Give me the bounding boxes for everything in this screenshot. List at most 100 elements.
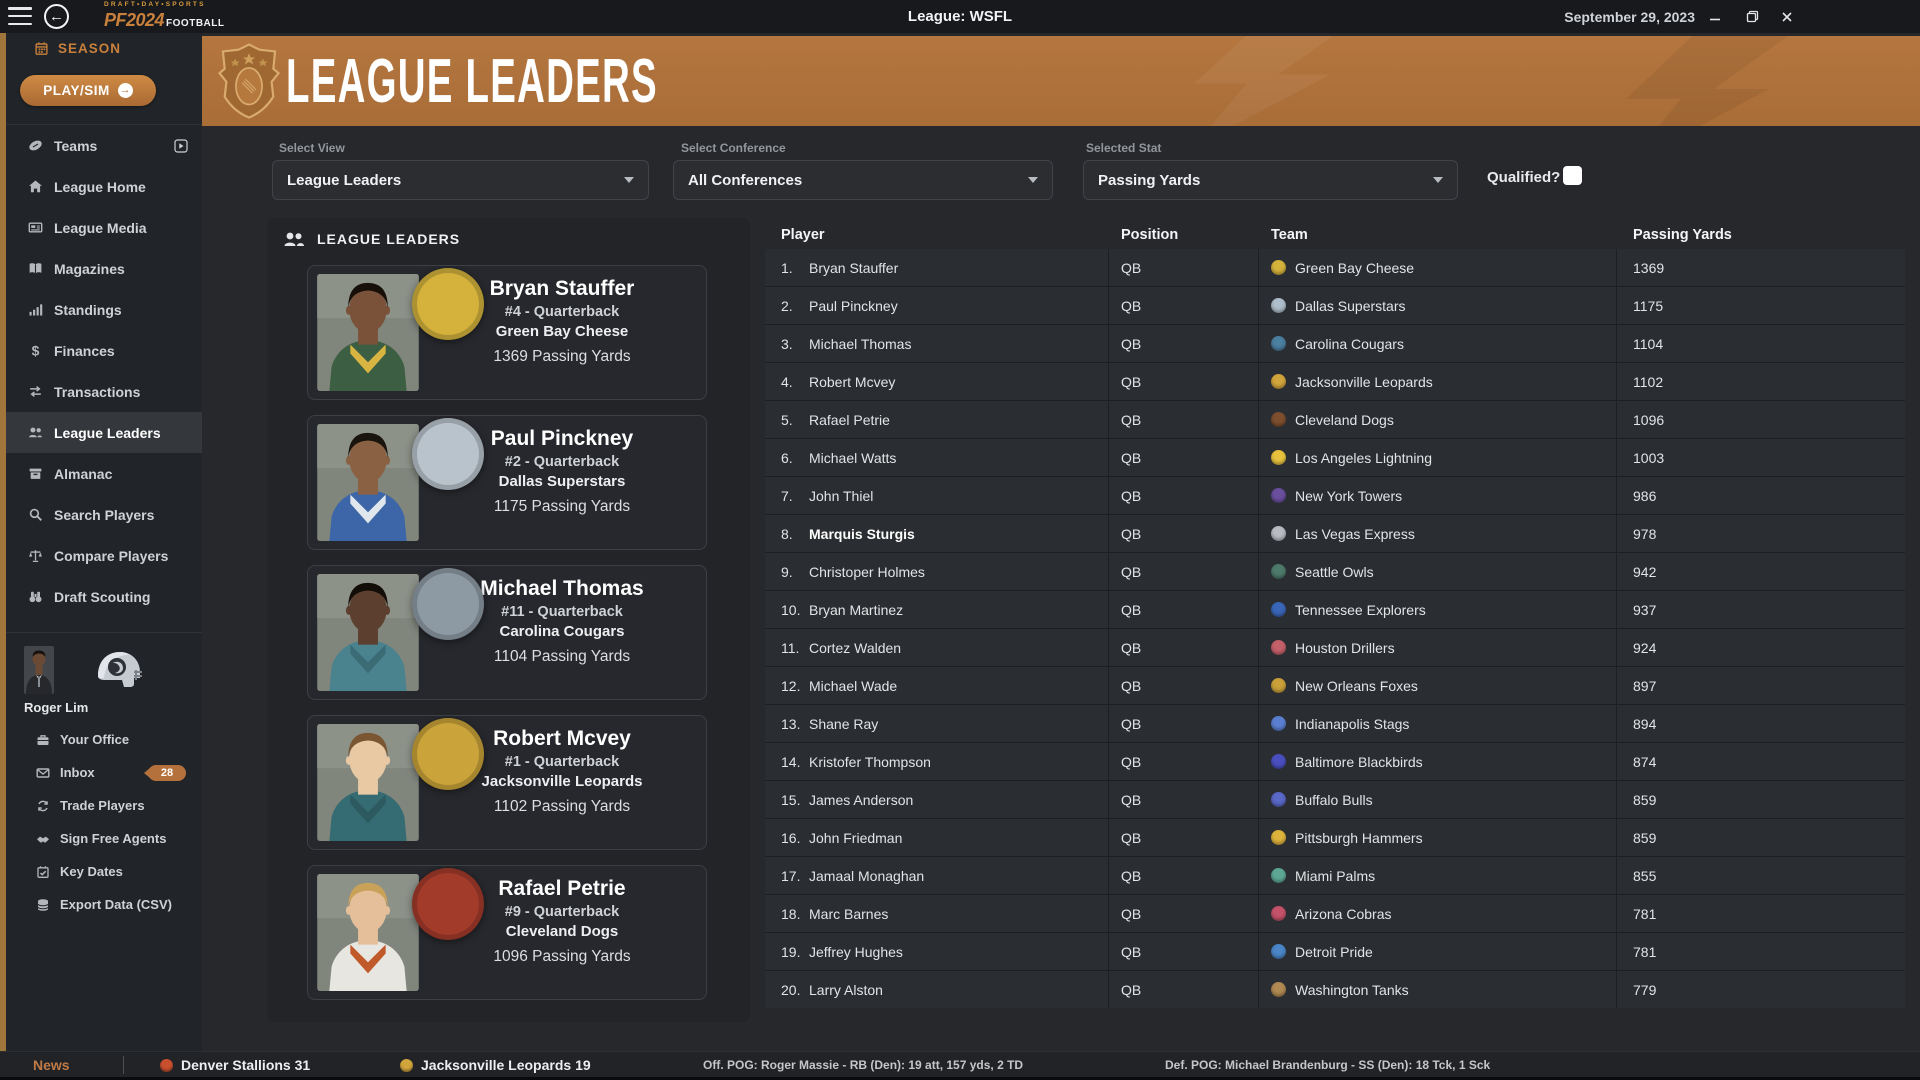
sidebar-item-almanac[interactable]: Almanac xyxy=(6,453,202,494)
conference-dropdown[interactable]: All Conferences xyxy=(673,160,1053,200)
leader-card[interactable]: Paul Pinckney #2 - Quarterback Dallas Su… xyxy=(307,415,707,550)
score-text: Denver Stallions 31 xyxy=(181,1057,311,1073)
scale-icon xyxy=(28,548,43,563)
leader-card[interactable]: Michael Thomas #11 - Quarterback Carolin… xyxy=(307,565,707,700)
table-row[interactable]: 20. Larry Alston QB Washington Tanks 779 xyxy=(765,971,1905,1008)
score-item[interactable]: Jacksonville Leopards 19 xyxy=(400,1052,591,1078)
user-avatar[interactable] xyxy=(24,646,54,694)
team-icon xyxy=(1271,830,1286,845)
table-row[interactable]: 11. Cortez Walden QB Houston Drillers 92… xyxy=(765,629,1905,666)
player-rank: 2. xyxy=(781,297,793,314)
sidebar-item-your-office[interactable]: Your Office xyxy=(6,723,202,756)
table-row[interactable]: 3. Michael Thomas QB Carolina Cougars 11… xyxy=(765,325,1905,362)
sidebar-item-export-data[interactable]: Export Data (CSV) xyxy=(6,888,202,921)
table-row[interactable]: 5. Rafael Petrie QB Cleveland Dogs 1096 xyxy=(765,401,1905,438)
back-button[interactable]: ← xyxy=(44,4,69,29)
restore-button[interactable] xyxy=(1737,0,1767,33)
player-team: Dallas Superstars xyxy=(498,473,626,490)
player-rank: 18. xyxy=(781,905,801,922)
leaders-table: Player Position Team Passing Yards 1. Br… xyxy=(765,222,1905,1008)
season-section-label: SEASON xyxy=(34,41,121,56)
sidebar-divider xyxy=(6,632,202,633)
score-item[interactable]: Denver Stallions 31 xyxy=(160,1052,310,1078)
table-row[interactable]: 7. John Thiel QB New York Towers 986 xyxy=(765,477,1905,514)
table-row[interactable]: 8. Marquis Sturgis QB Las Vegas Express … xyxy=(765,515,1905,552)
column-header-position[interactable]: Position xyxy=(1121,227,1179,243)
player-stat: 1096 Passing Yards xyxy=(493,948,631,965)
stat-dropdown[interactable]: Passing Yards xyxy=(1083,160,1458,200)
column-header-player[interactable]: Player xyxy=(781,227,825,243)
qualified-label: Qualified? xyxy=(1487,169,1561,186)
sidebar-item-teams[interactable]: Teams xyxy=(6,125,202,166)
sidebar-item-label: Key Dates xyxy=(60,864,123,879)
team-logo xyxy=(412,268,484,340)
table-row[interactable]: 15. James Anderson QB Buffalo Bulls 859 xyxy=(765,781,1905,818)
team-name: Arizona Cobras xyxy=(1295,905,1392,922)
sidebar-item-key-dates[interactable]: Key Dates xyxy=(6,855,202,888)
sidebar-item-trade-players[interactable]: Trade Players xyxy=(6,789,202,822)
sidebar-item-league-leaders[interactable]: League Leaders xyxy=(6,412,202,453)
close-button[interactable] xyxy=(1772,0,1802,33)
player-rank: 7. xyxy=(781,487,793,504)
sidebar-item-draft-scouting[interactable]: Draft Scouting xyxy=(6,576,202,617)
team-name: Miami Palms xyxy=(1295,867,1376,884)
table-row[interactable]: 9. Christoper Holmes QB Seattle Owls 942 xyxy=(765,553,1905,590)
sidebar-item-league-media[interactable]: League Media xyxy=(6,207,202,248)
table-row[interactable]: 10. Bryan Martinez QB Tennessee Explorer… xyxy=(765,591,1905,628)
team-name: Carolina Cougars xyxy=(1295,335,1404,352)
table-row[interactable]: 2. Paul Pinckney QB Dallas Superstars 11… xyxy=(765,287,1905,324)
player-stat: 1102 Passing Yards xyxy=(493,798,631,815)
view-dropdown[interactable]: League Leaders xyxy=(272,160,649,200)
table-row[interactable]: 14. Kristofer Thompson QB Baltimore Blac… xyxy=(765,743,1905,780)
sidebar-item-finances[interactable]: $ Finances xyxy=(6,330,202,371)
sidebar-item-label: Transactions xyxy=(54,383,141,400)
leader-card[interactable]: Robert Mcvey #1 - Quarterback Jacksonvil… xyxy=(307,715,707,850)
team-logo xyxy=(412,568,484,640)
hamburger-menu-icon[interactable] xyxy=(8,7,32,25)
chevron-down-icon xyxy=(1028,177,1038,183)
stat-value: 781 xyxy=(1617,895,1905,932)
stat-value: 781 xyxy=(1617,933,1905,970)
sidebar-item-league-home[interactable]: League Home xyxy=(6,166,202,207)
office-menu: Your Office Inbox 28 Trade Players Sign … xyxy=(6,723,202,921)
qualified-checkbox[interactable] xyxy=(1563,166,1582,185)
team-icon xyxy=(1271,450,1286,465)
bar-chart-icon xyxy=(28,302,43,317)
sidebar-item-sign-free-agents[interactable]: Sign Free Agents xyxy=(6,822,202,855)
table-row[interactable]: 6. Michael Watts QB Los Angeles Lightnin… xyxy=(765,439,1905,476)
minimize-button[interactable] xyxy=(1700,0,1730,33)
column-header-stat[interactable]: Passing Yards xyxy=(1633,227,1732,243)
player-rank: 13. xyxy=(781,715,801,732)
player-name: Bryan Stauffer xyxy=(809,259,899,276)
play-sim-button[interactable]: PLAY/SIM → xyxy=(20,75,156,106)
sidebar-item-search-players[interactable]: Search Players xyxy=(6,494,202,535)
leader-card[interactable]: Rafael Petrie #9 - Quarterback Cleveland… xyxy=(307,865,707,1000)
panel-title: LEAGUE LEADERS xyxy=(317,231,461,247)
table-row[interactable]: 17. Jamaal Monaghan QB Miami Palms 855 xyxy=(765,857,1905,894)
team-name: Baltimore Blackbirds xyxy=(1295,753,1423,770)
sidebar-item-inbox[interactable]: Inbox 28 xyxy=(6,756,202,789)
leader-card[interactable]: Bryan Stauffer #4 - Quarterback Green Ba… xyxy=(307,265,707,400)
people-icon xyxy=(283,230,305,248)
table-row[interactable]: 19. Jeffrey Hughes QB Detroit Pride 781 xyxy=(765,933,1905,970)
table-row[interactable]: 4. Robert Mcvey QB Jacksonville Leopards… xyxy=(765,363,1905,400)
table-row[interactable]: 18. Marc Barnes QB Arizona Cobras 781 xyxy=(765,895,1905,932)
player-name: Robert Mcvey xyxy=(493,727,631,750)
sidebar-item-standings[interactable]: Standings xyxy=(6,289,202,330)
table-row[interactable]: 16. John Friedman QB Pittsburgh Hammers … xyxy=(765,819,1905,856)
sidebar-item-magazines[interactable]: Magazines xyxy=(6,248,202,289)
sidebar-item-transactions[interactable]: Transactions xyxy=(6,371,202,412)
player-name: Paul Pinckney xyxy=(490,427,634,450)
player-name: John Friedman xyxy=(809,829,903,846)
sidebar-item-compare-players[interactable]: Compare Players xyxy=(6,535,202,576)
table-row[interactable]: 12. Michael Wade QB New Orleans Foxes 89… xyxy=(765,667,1905,704)
team-icon xyxy=(1271,868,1286,883)
column-header-team[interactable]: Team xyxy=(1271,227,1308,243)
stat-value: 1003 xyxy=(1617,439,1905,476)
player-photo xyxy=(317,274,419,391)
inbox-unread-badge: 28 xyxy=(144,764,186,781)
expand-teams-icon[interactable] xyxy=(174,138,188,153)
team-logo xyxy=(412,868,484,940)
table-row[interactable]: 1. Bryan Stauffer QB Green Bay Cheese 13… xyxy=(765,249,1905,286)
table-row[interactable]: 13. Shane Ray QB Indianapolis Stags 894 xyxy=(765,705,1905,742)
